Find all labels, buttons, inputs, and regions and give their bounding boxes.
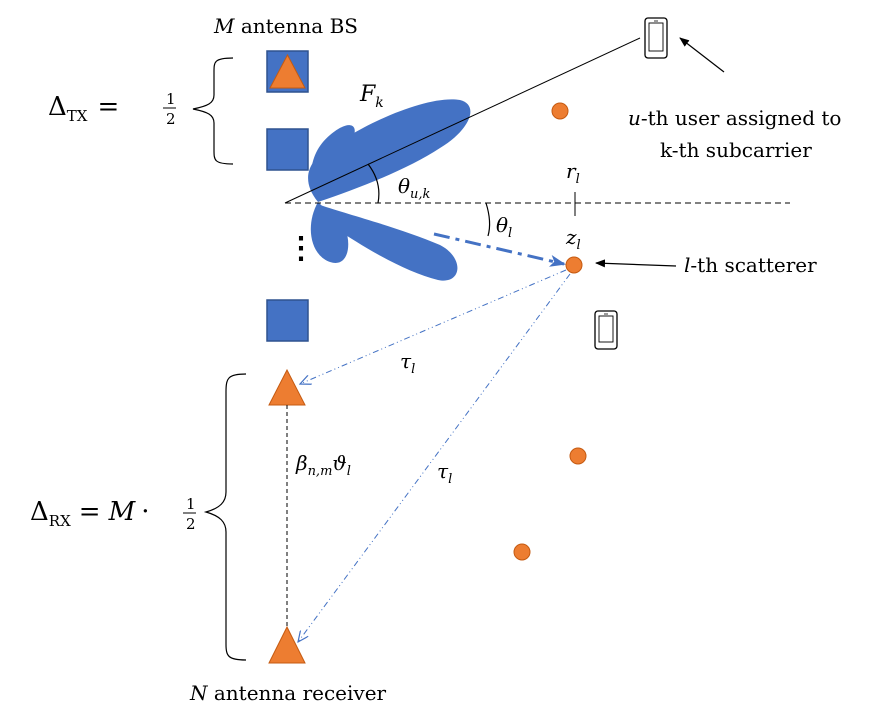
tx-antenna-m <box>266 299 309 342</box>
user-direction-line <box>284 37 641 204</box>
user-phone-icon <box>644 17 668 59</box>
tx-vdots: ⋮ <box>286 231 316 266</box>
beam-side-lobe-down <box>318 205 458 281</box>
tau-upper-label: τl <box>400 349 415 377</box>
user-pointer-arrow <box>679 37 725 73</box>
beta-label: βn,mϑl <box>295 451 351 479</box>
theta-uk-arc <box>367 163 380 204</box>
scatterer-label: l-th scatterer <box>684 253 817 277</box>
beam-back-lobe <box>310 202 349 263</box>
delta-tx-label: ΔTX = <box>48 92 119 125</box>
bs-title: M antenna BS <box>213 14 358 38</box>
theta-uk-label: θu,k <box>398 174 431 202</box>
beam-main-lobe <box>308 99 471 202</box>
tx-antenna-2 <box>266 128 309 171</box>
tx-antenna-1-triangle-icon <box>269 53 306 89</box>
tx-brace <box>192 57 234 165</box>
delta-tx-num: 1 <box>166 90 176 108</box>
delta-rx-den: 2 <box>186 515 196 533</box>
scatterer-dot <box>551 102 569 120</box>
scatterer-pointer-arrow <box>595 259 677 268</box>
rx-brace <box>203 373 247 661</box>
theta-l-arc <box>485 202 491 237</box>
path-tau-upper <box>300 269 567 384</box>
rx-antenna-n <box>268 625 306 664</box>
beam-pattern <box>308 99 471 281</box>
user-label-line1: u-th user assigned to <box>628 106 841 130</box>
second-user-phone-icon <box>594 310 618 350</box>
tau-lower-label: τl <box>437 459 452 487</box>
delta-tx-den: 2 <box>166 110 176 128</box>
bs-title-var: M <box>213 14 235 38</box>
bs-title-rest: antenna BS <box>234 14 357 38</box>
beam-label: Fk <box>359 82 384 111</box>
r-l-label: rl <box>566 159 580 187</box>
beam-side-lobe-top <box>311 125 355 200</box>
delta-rx-label: ΔRX = M · <box>30 497 149 530</box>
scatterer-l-dot <box>565 256 583 274</box>
scatterer-dot <box>513 543 531 561</box>
theta-l-label: θl <box>496 213 512 241</box>
rx-antenna-1 <box>268 368 306 406</box>
user-label-line2: k-th subcarrier <box>660 138 812 162</box>
receiver-title: N antenna receiver <box>189 681 387 705</box>
z-l-label: zl <box>565 225 581 253</box>
delta-rx-num: 1 <box>186 495 196 513</box>
scatterer-dot <box>569 447 587 465</box>
beam-to-scatterer-arrow <box>433 232 566 267</box>
